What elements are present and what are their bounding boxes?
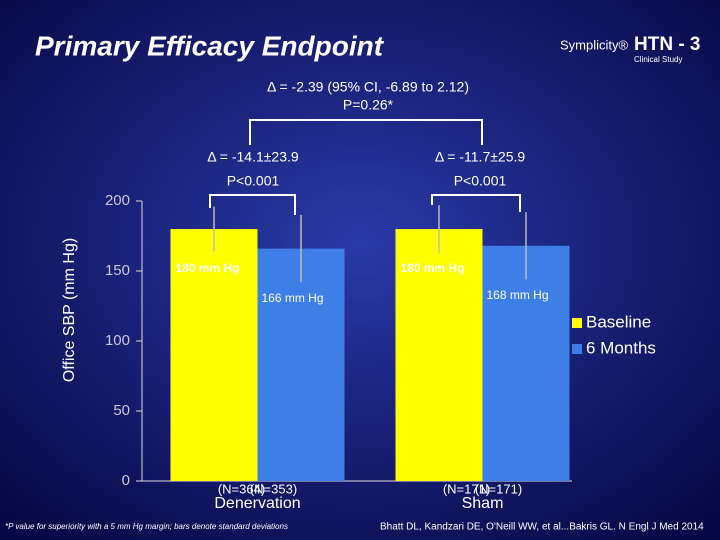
bracket	[431, 194, 521, 212]
annotation: Δ = -14.1±23.9	[207, 149, 299, 165]
y-tick-label: 150	[105, 262, 130, 279]
value-label: 180 mm Hg	[176, 261, 240, 275]
annotation: P<0.001	[227, 173, 280, 189]
annotation: P=0.26*	[343, 97, 394, 113]
n-label: (N=364)	[218, 481, 265, 496]
bar	[482, 245, 570, 481]
legend-label: Baseline	[586, 312, 651, 331]
value-label: 180 mm Hg	[401, 261, 465, 275]
source: Bhatt DL, Kandzari DE, O'Neill WW, et al…	[380, 522, 704, 533]
value-label: 166 mm Hg	[262, 291, 324, 305]
chart-title: Primary Efficacy Endpoint	[35, 30, 385, 61]
bracket	[209, 194, 296, 215]
y-tick-label: 200	[105, 192, 130, 209]
annotation: Δ = -2.39 (95% CI, -6.89 to 2.12)	[267, 79, 469, 95]
logo-brand: Symplicity®	[560, 37, 629, 52]
logo-name: HTN - 3	[634, 34, 701, 55]
bar	[170, 229, 258, 481]
x-tick-label: Sham	[462, 495, 504, 512]
n-label: (N=353)	[250, 481, 297, 496]
logo-sub: Clinical Study	[634, 55, 682, 64]
y-tick-label: 0	[122, 472, 130, 489]
legend-swatch	[572, 318, 582, 328]
y-tick-label: 100	[105, 332, 130, 349]
n-label: (N=171)	[475, 481, 522, 496]
footnote: *P value for superiority with a 5 mm Hg …	[5, 522, 288, 531]
annotation: P<0.001	[454, 173, 507, 189]
annotation: Δ = -11.7±25.9	[435, 149, 526, 165]
legend-label: 6 Months	[586, 338, 656, 357]
legend-swatch	[572, 344, 582, 354]
bar	[257, 248, 345, 481]
bar	[395, 229, 483, 481]
value-label: 168 mm Hg	[487, 288, 549, 302]
y-tick-label: 50	[113, 402, 130, 419]
bracket	[249, 119, 483, 145]
x-tick-label: Denervation	[214, 495, 300, 512]
y-axis-label: Office SBP (mm Hg)	[61, 238, 78, 382]
n-label: (N=171)	[443, 481, 490, 496]
